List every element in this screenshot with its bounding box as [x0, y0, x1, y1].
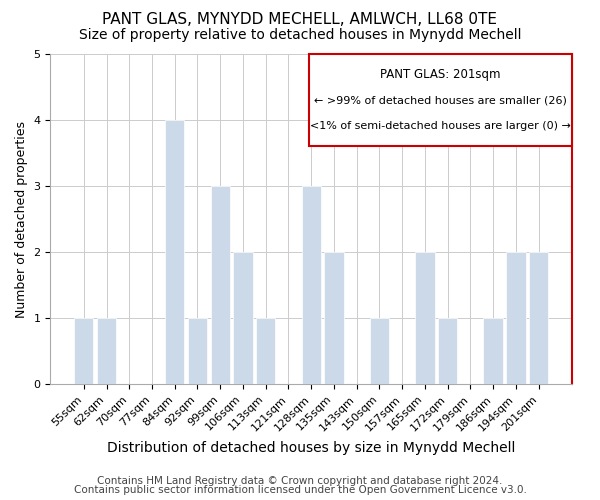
- Text: Size of property relative to detached houses in Mynydd Mechell: Size of property relative to detached ho…: [79, 28, 521, 42]
- Bar: [188, 318, 207, 384]
- Bar: [529, 252, 548, 384]
- Bar: [438, 318, 457, 384]
- Bar: [256, 318, 275, 384]
- Bar: [165, 120, 184, 384]
- Bar: [302, 186, 321, 384]
- Text: PANT GLAS, MYNYDD MECHELL, AMLWCH, LL68 0TE: PANT GLAS, MYNYDD MECHELL, AMLWCH, LL68 …: [103, 12, 497, 28]
- Bar: [233, 252, 253, 384]
- Text: Contains HM Land Registry data © Crown copyright and database right 2024.: Contains HM Land Registry data © Crown c…: [97, 476, 503, 486]
- Bar: [74, 318, 94, 384]
- Text: ← >99% of detached houses are smaller (26): ← >99% of detached houses are smaller (2…: [314, 95, 567, 105]
- Bar: [308, 54, 572, 146]
- X-axis label: Distribution of detached houses by size in Mynydd Mechell: Distribution of detached houses by size …: [107, 441, 515, 455]
- Y-axis label: Number of detached properties: Number of detached properties: [15, 120, 28, 318]
- Bar: [324, 252, 344, 384]
- Bar: [484, 318, 503, 384]
- Text: PANT GLAS: 201sqm: PANT GLAS: 201sqm: [380, 68, 500, 81]
- Bar: [415, 252, 434, 384]
- Bar: [370, 318, 389, 384]
- Text: <1% of semi-detached houses are larger (0) →: <1% of semi-detached houses are larger (…: [310, 121, 571, 131]
- Bar: [97, 318, 116, 384]
- Bar: [506, 252, 526, 384]
- Bar: [211, 186, 230, 384]
- Text: Contains public sector information licensed under the Open Government Licence v3: Contains public sector information licen…: [74, 485, 526, 495]
